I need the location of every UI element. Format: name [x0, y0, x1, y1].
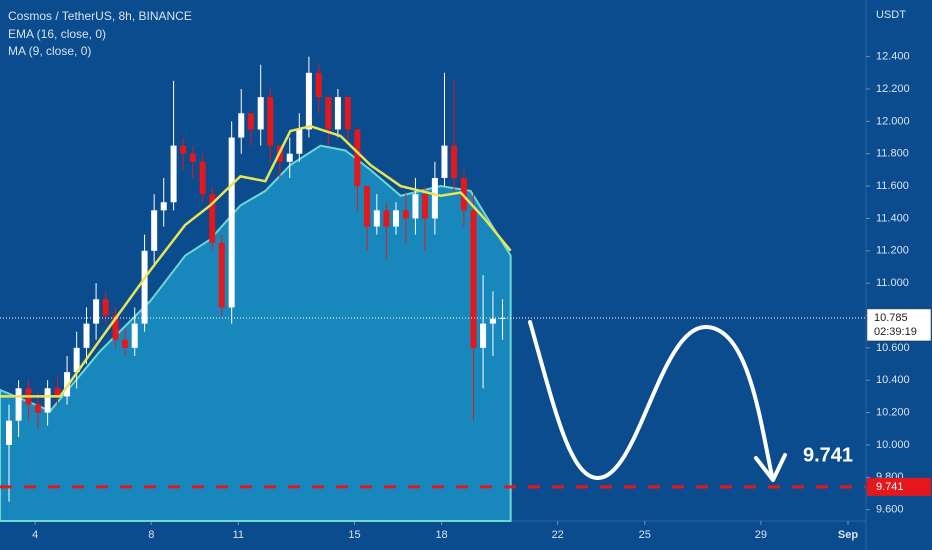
- candle-body: [286, 153, 293, 162]
- candle-body: [412, 194, 419, 219]
- candle-body: [238, 113, 245, 138]
- candle-body: [141, 250, 148, 324]
- candle-body: [83, 323, 90, 348]
- candle-body: [160, 202, 167, 211]
- candle-body: [199, 161, 206, 195]
- candle-body: [470, 210, 477, 348]
- candle-body: [151, 210, 158, 251]
- candle-body: [44, 388, 51, 413]
- x-tick-label: 29: [755, 529, 767, 541]
- candle-body: [257, 97, 264, 130]
- candle-body: [383, 210, 390, 227]
- candle-body: [363, 186, 370, 227]
- candle-body: [422, 194, 429, 219]
- x-tick-label: 15: [348, 529, 360, 541]
- candle-body: [441, 145, 448, 178]
- y-tick-label: 12.200: [876, 83, 910, 95]
- indicator-label: EMA (16, close, 0): [8, 27, 106, 41]
- candle-body: [373, 210, 380, 227]
- x-tick-label: 22: [552, 529, 564, 541]
- candle-body: [480, 323, 487, 348]
- candle-body: [112, 315, 119, 340]
- drawn-curve: [528, 320, 774, 481]
- ma-area: [0, 144, 512, 522]
- candle-body: [489, 318, 496, 324]
- candle-body: [460, 177, 467, 211]
- candle-body: [267, 97, 274, 146]
- candle-body: [218, 242, 225, 308]
- current-price-label: 10.785: [874, 312, 908, 324]
- y-tick-label: 10.200: [876, 406, 910, 418]
- candle-body: [228, 137, 235, 308]
- candle-body: [305, 72, 312, 130]
- x-tick-label: 25: [639, 529, 651, 541]
- y-tick-label: 11.400: [876, 212, 909, 224]
- chart-title: Cosmos / TetherUS, 8h, BINANCE: [8, 9, 192, 23]
- current-price-box: [866, 308, 932, 342]
- x-tick-label: 8: [148, 529, 154, 541]
- target-label: 9.741: [876, 481, 904, 493]
- y-tick-label: 9.600: [876, 504, 904, 516]
- arrow-head: [754, 453, 787, 482]
- y-tick-label: 12.000: [876, 115, 910, 127]
- candle-body: [5, 420, 12, 445]
- candle-body: [247, 113, 254, 130]
- candle-body: [170, 145, 177, 203]
- candle-body: [35, 404, 42, 413]
- candle-body: [131, 323, 138, 348]
- candle-body: [15, 388, 22, 421]
- axis-unit: USDT: [876, 9, 906, 21]
- candle-body: [344, 97, 351, 130]
- candle-body: [451, 145, 458, 178]
- candle-body: [315, 72, 322, 98]
- candle-body: [296, 129, 303, 154]
- candle-body: [189, 153, 196, 162]
- plot-layer: 9.6009.80010.00010.20010.40010.60010.800…: [0, 51, 932, 541]
- candle-body: [325, 97, 332, 130]
- countdown-label: 02:39:19: [874, 326, 917, 338]
- candle-body: [64, 372, 71, 397]
- candle-body: [499, 317, 506, 319]
- candle-body: [54, 388, 61, 397]
- ema-line: [0, 124, 512, 398]
- x-tick-label: 11: [233, 529, 244, 541]
- x-tick-label: 4: [32, 529, 38, 541]
- indicator-label: MA (9, close, 0): [8, 44, 91, 58]
- candle-body: [354, 129, 361, 187]
- y-tick-label: 11.800: [876, 148, 909, 160]
- y-tick-label: 11.000: [876, 277, 909, 289]
- y-tick-label: 10.400: [876, 374, 910, 386]
- candle-body: [122, 339, 129, 348]
- candle-body: [102, 299, 109, 316]
- candle-body: [334, 97, 341, 130]
- candle-body: [180, 145, 187, 154]
- y-tick-label: 11.600: [876, 180, 909, 192]
- y-tick-label: 10.000: [876, 439, 910, 451]
- candle-body: [73, 347, 80, 373]
- candle-body: [431, 177, 438, 219]
- y-tick-label: 12.400: [876, 51, 910, 63]
- y-tick-label: 11.200: [876, 245, 909, 257]
- candle-body: [209, 194, 216, 243]
- x-tick-label: 18: [435, 529, 447, 541]
- x-tick-label: Sep: [838, 529, 858, 541]
- y-tick-label: 10.600: [876, 342, 910, 354]
- candle-body: [402, 210, 409, 219]
- candle-body: [392, 210, 399, 227]
- candle-body: [93, 299, 100, 324]
- target-box: [867, 477, 931, 496]
- target-annotation: 9.741: [803, 444, 853, 466]
